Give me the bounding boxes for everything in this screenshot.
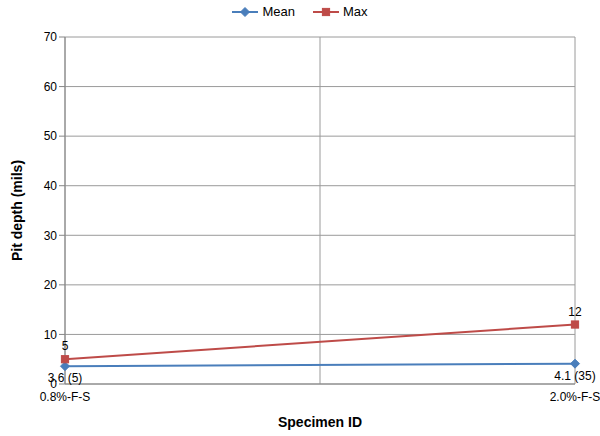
svg-text:50: 50 — [44, 129, 58, 143]
svg-text:4.1 (35): 4.1 (35) — [554, 369, 592, 383]
svg-text:10: 10 — [44, 328, 58, 342]
svg-text:3.6 (5): 3.6 (5) — [48, 371, 83, 385]
svg-text:30: 30 — [44, 229, 58, 243]
svg-text:40: 40 — [44, 179, 58, 193]
html-text:Max: Max — [343, 4, 368, 19]
svg-text:Specimen ID: Specimen ID — [278, 414, 362, 430]
svg-text:70: 70 — [44, 30, 58, 44]
svg-text:5: 5 — [62, 339, 69, 353]
svg-text:60: 60 — [44, 80, 58, 94]
svg-text:2.0%-F-S: 2.0%-F-S — [550, 390, 592, 404]
svg-text:0.8%-F-S: 0.8%-F-S — [40, 390, 91, 404]
svg-text:12: 12 — [568, 305, 582, 319]
html-text:Mean: Mean — [262, 4, 295, 19]
svg-text:Pit depth (mils): Pit depth (mils) — [9, 160, 25, 261]
svg-text:20: 20 — [44, 278, 58, 292]
